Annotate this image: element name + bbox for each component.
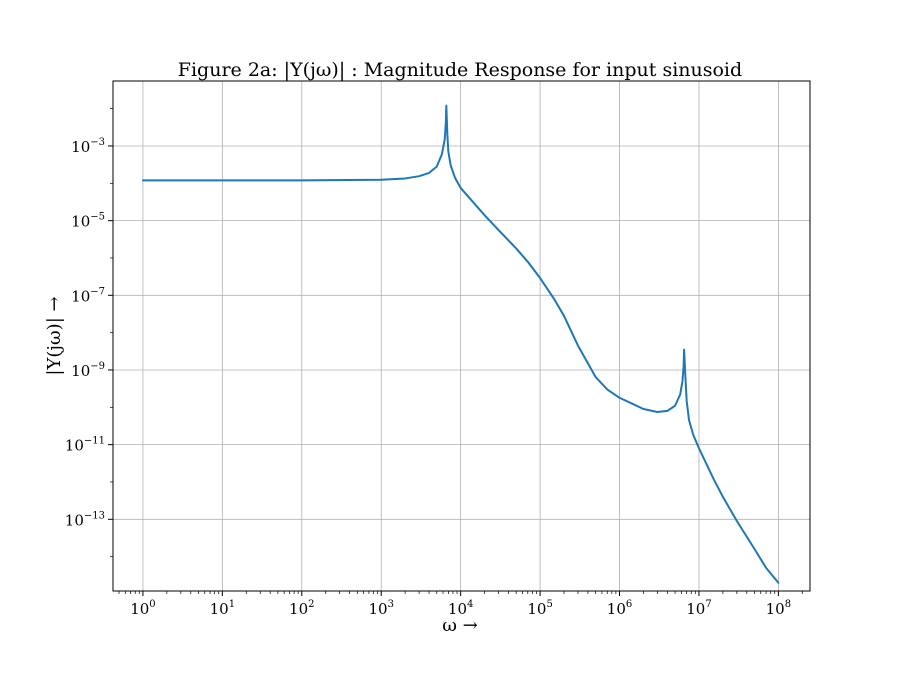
x-tick-label: 108: [766, 599, 791, 618]
x-axis-label: ω →: [442, 615, 477, 636]
x-tick-label: 104: [448, 599, 473, 618]
y-tick-label: 10−5: [71, 212, 105, 231]
y-tick-label: 10−7: [71, 286, 105, 305]
x-tick-label: 102: [289, 599, 314, 618]
x-tick-label: 101: [210, 599, 235, 618]
y-tick-label: 10−3: [71, 137, 105, 156]
chart-title: Figure 2a: |Y(jω)| : Magnitude Response …: [178, 59, 742, 81]
x-tick-label: 107: [686, 599, 711, 618]
y-axis-label: |Y(jω)| →: [44, 296, 65, 375]
y-tick-label: 10−11: [65, 436, 105, 455]
x-tick-label: 106: [607, 599, 632, 618]
grid: [113, 81, 810, 591]
y-tick-label: 10−9: [71, 361, 105, 380]
series-layer: [141, 104, 780, 584]
y-axis: 10−3 10−5 10−7 10−9 10−11 10−13: [65, 108, 113, 557]
x-tick-label: 103: [368, 599, 393, 618]
x-axis: 100 101 102 103 104 105 106 107 108: [118, 591, 803, 618]
plot-area-frame: [112, 80, 811, 592]
magnitude-series-line: [141, 104, 780, 584]
y-tick-label: 10−13: [65, 510, 105, 529]
x-tick-label: 100: [130, 599, 155, 618]
x-tick-label: 105: [527, 599, 552, 618]
